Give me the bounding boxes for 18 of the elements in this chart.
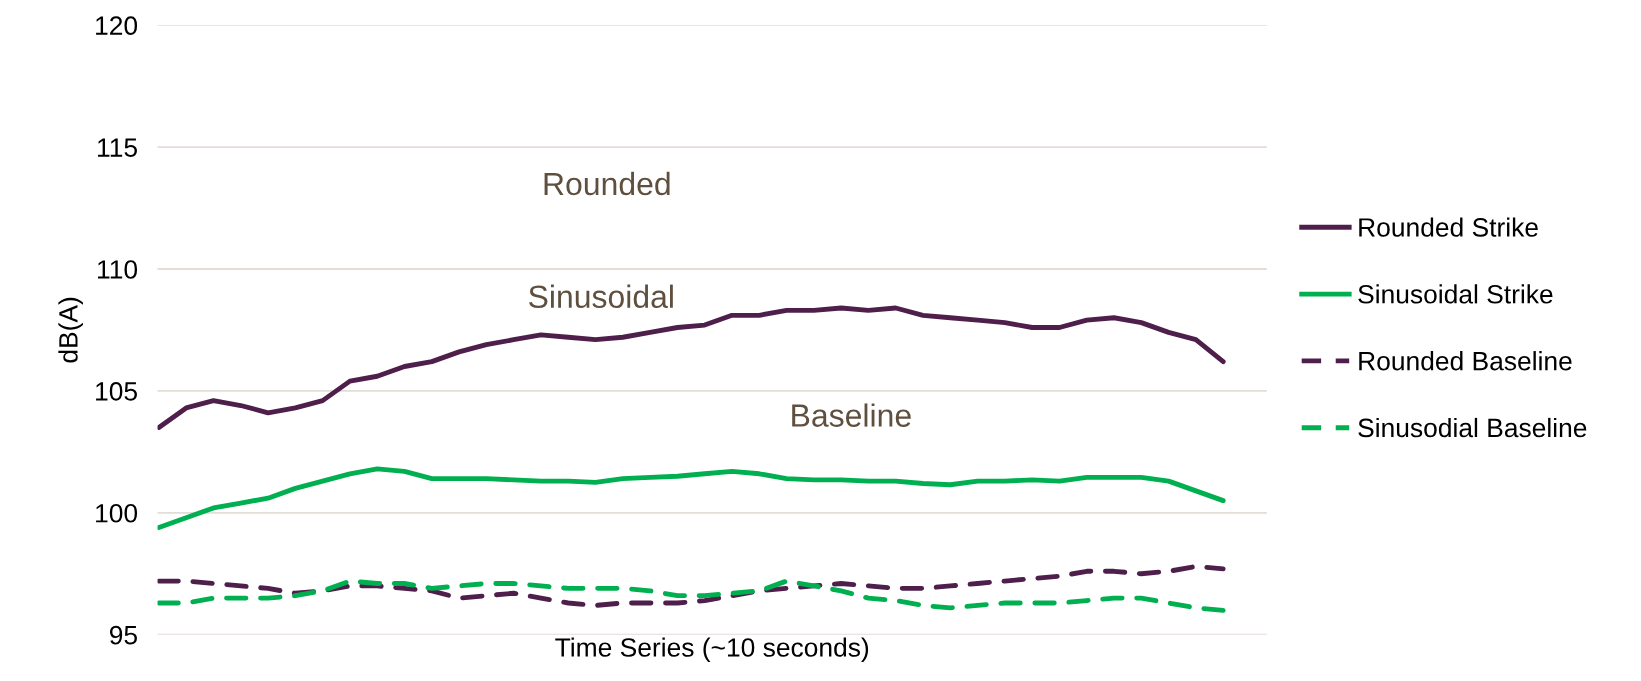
x-axis-title: Time Series (~10 seconds)	[555, 637, 869, 663]
y-tick-label: 100	[96, 503, 138, 523]
y-tick-label: 115	[98, 138, 137, 157]
line-series	[157, 564, 1226, 608]
y-tick-label: 120	[96, 16, 138, 36]
line-series	[157, 578, 1226, 613]
y-axis-title: dB(A)	[58, 297, 83, 363]
annotation: Sinusoidal	[529, 284, 673, 309]
y-tick-label: 95	[109, 625, 137, 645]
line-series	[157, 466, 1226, 530]
legend-label: Rounded Baseline	[1359, 351, 1572, 371]
annotation: Baseline	[792, 403, 911, 427]
y-tick-label: 110	[98, 260, 138, 279]
y-tick-label: 105	[96, 382, 137, 401]
legend-label: Sinusodial Baseline	[1358, 417, 1587, 438]
annotation: Rounded	[544, 171, 670, 196]
legend-label: Sinusoidal Strike	[1358, 284, 1553, 304]
legend-label: Rounded Strike	[1359, 217, 1538, 237]
